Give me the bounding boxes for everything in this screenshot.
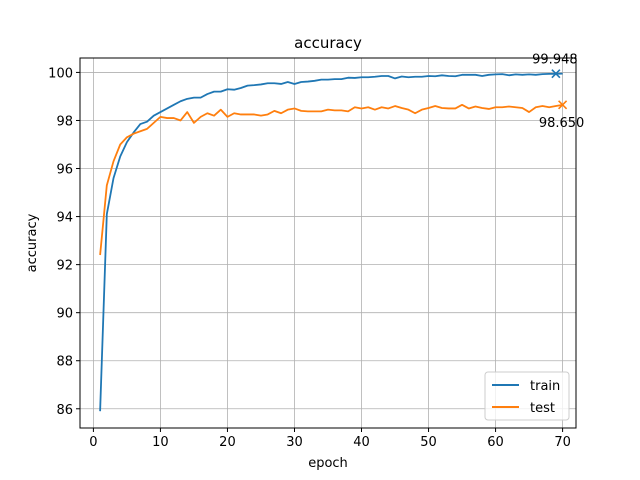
y-axis-ticks: 86 88 90 92 94 96 98 100 (48, 66, 80, 418)
x-axis-ticks: 0 10 20 30 40 50 60 70 (89, 428, 571, 450)
grid (80, 58, 576, 428)
y-tick-label: 96 (56, 163, 73, 178)
x-tick-label: 30 (286, 435, 303, 450)
x-tick-label: 10 (152, 435, 169, 450)
y-axis-label: accuracy (25, 213, 40, 272)
legend-train-label: train (530, 379, 560, 394)
end-value-label-test: 98.650 (539, 116, 585, 131)
y-tick-label: 88 (56, 355, 73, 370)
legend-test-label: test (530, 401, 555, 416)
x-tick-label: 20 (219, 435, 236, 450)
y-tick-label: 94 (56, 211, 73, 226)
end-value-label-train: 99.948 (532, 53, 578, 68)
end-markers: 99.948 98.650 (532, 53, 584, 131)
plot-frame (79, 57, 577, 429)
x-tick-label: 40 (353, 435, 370, 450)
x-axis-label: epoch (308, 456, 348, 471)
x-tick-label: 50 (420, 435, 437, 450)
x-tick-label: 70 (554, 435, 571, 450)
y-tick-label: 90 (56, 307, 73, 322)
series-group (99, 72, 563, 412)
chart-title: accuracy (294, 34, 362, 52)
legend: train test (484, 371, 570, 421)
series-line-train (99, 72, 563, 412)
y-tick-label: 98 (56, 114, 73, 129)
x-tick-label: 60 (487, 435, 504, 450)
end-marker-test (558, 100, 568, 110)
y-tick-label: 92 (56, 259, 73, 274)
y-tick-label: 86 (56, 403, 73, 418)
end-marker-train (551, 69, 561, 79)
y-tick-label: 100 (48, 66, 73, 81)
x-tick-label: 0 (89, 435, 97, 450)
series-line-test (99, 103, 563, 256)
